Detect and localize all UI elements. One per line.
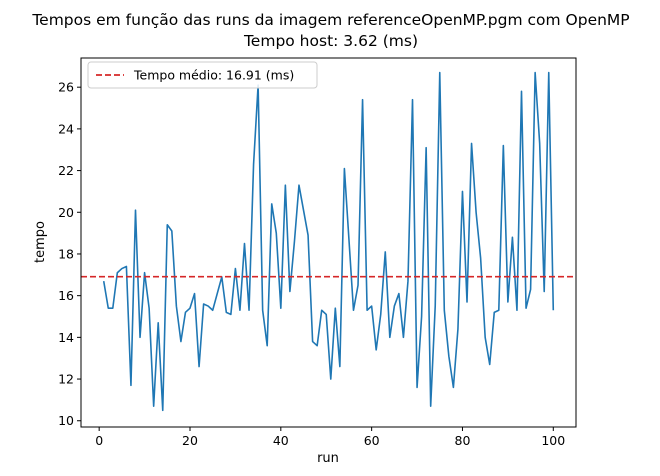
y-tick-label: 20	[58, 205, 74, 220]
legend-box	[87, 61, 318, 89]
x-tick-label: 60	[364, 433, 380, 448]
x-tick-label: 100	[541, 433, 565, 448]
y-tick-label: 10	[58, 413, 74, 428]
chart-subtitle: Tempo host: 3.62 (ms)	[243, 32, 418, 50]
axes-frame	[80, 57, 577, 428]
legend: Tempo médio: 16.91 (ms)	[87, 61, 318, 89]
y-tick-label: 16	[58, 288, 74, 303]
x-tick-label: 40	[273, 433, 289, 448]
y-tick-label: 26	[58, 80, 74, 95]
y-tick-label: 14	[58, 330, 74, 345]
legend-label-mean: Tempo médio: 16.91 (ms)	[133, 68, 294, 83]
x-tick-label: 20	[182, 433, 198, 448]
x-tick-label: 0	[95, 433, 103, 448]
x-axis: 0 20 40 60 80 100	[95, 427, 565, 448]
plot-area	[81, 71, 576, 412]
x-tick-label: 80	[455, 433, 471, 448]
chart-title: Tempos em função das runs da imagem refe…	[31, 11, 629, 29]
y-tick-label: 12	[58, 372, 74, 387]
y-axis: 10 12 14 16 18 20 22 24 26	[58, 80, 81, 428]
y-tick-label: 18	[58, 246, 74, 261]
y-axis-label: tempo	[33, 221, 48, 263]
series-line-0	[102, 71, 555, 412]
x-axis-label: run	[317, 451, 339, 466]
y-tick-label: 24	[58, 121, 74, 136]
y-tick-label: 22	[58, 163, 74, 178]
